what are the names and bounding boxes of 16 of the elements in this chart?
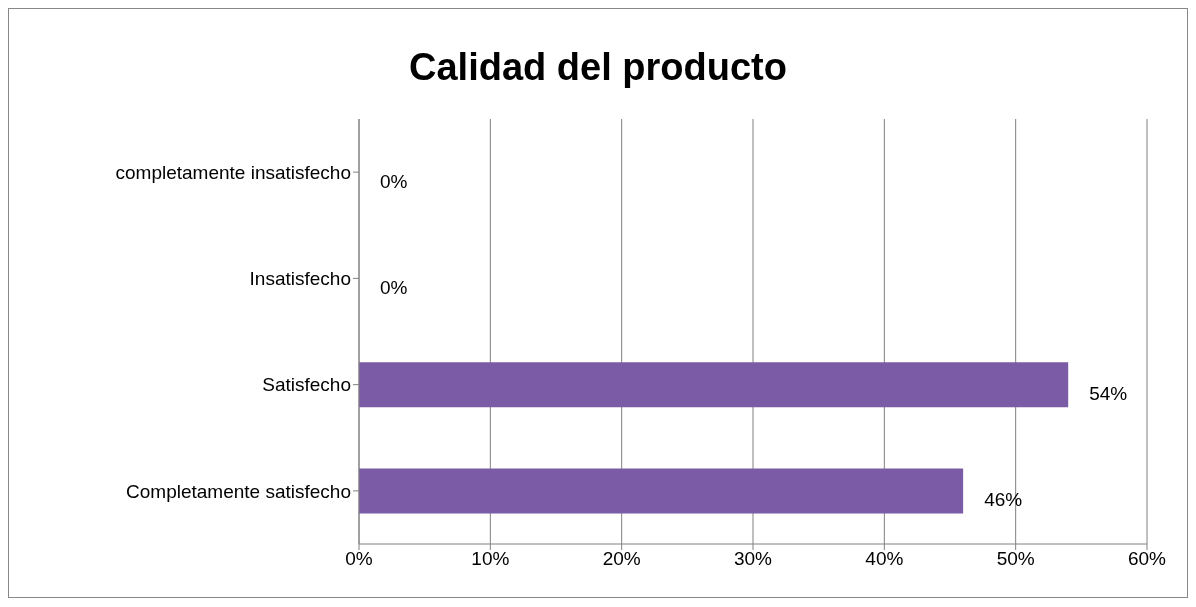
x-tick-label: 60% <box>1127 548 1167 570</box>
data-label: 46% <box>984 489 1023 511</box>
x-tick-label: 0% <box>345 548 373 570</box>
data-label: 0% <box>380 170 408 192</box>
y-tick-label: completamente insatisfecho <box>115 161 351 183</box>
x-tick-label: 30% <box>733 548 773 570</box>
x-tick-label: 40% <box>865 548 904 570</box>
x-tick-label: 20% <box>602 548 641 570</box>
data-label: 0% <box>380 276 408 298</box>
y-tick-label: Satisfecho <box>262 374 351 396</box>
chart-title: Calidad del producto <box>408 45 788 89</box>
y-tick-label: Insatisfecho <box>249 268 351 290</box>
y-tick-label: Completamente satisfecho <box>126 480 351 502</box>
x-tick-label: 10% <box>471 548 510 570</box>
x-tick-label: 50% <box>996 548 1035 570</box>
data-label: 54% <box>1089 383 1128 405</box>
